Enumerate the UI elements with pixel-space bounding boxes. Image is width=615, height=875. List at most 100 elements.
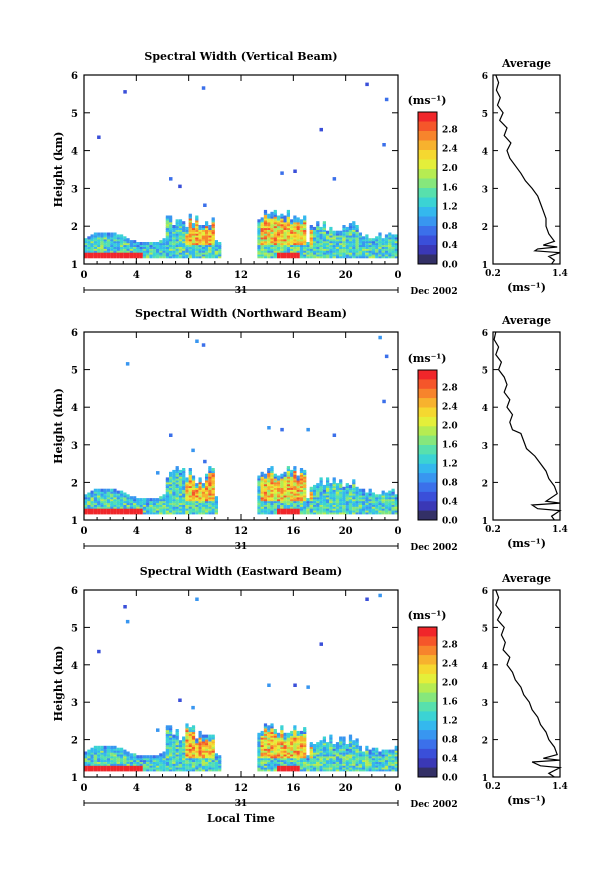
heatmap-cell xyxy=(257,496,261,500)
heatmap-cell xyxy=(339,247,343,251)
heatmap-cell xyxy=(277,740,281,744)
heatmap-cell xyxy=(84,509,88,513)
heatmap-cell xyxy=(332,498,336,502)
heatmap-cell xyxy=(358,747,362,751)
heatmap-cell xyxy=(306,511,310,515)
heatmap-cell xyxy=(293,505,297,509)
heatmap-cell xyxy=(345,745,349,749)
colorbar-swatch xyxy=(418,245,437,255)
heatmap-cell xyxy=(175,232,179,236)
heatmap-cell xyxy=(208,251,212,255)
heatmap-cell xyxy=(371,747,375,751)
heatmap-cell xyxy=(286,247,290,251)
heatmap-cell xyxy=(348,253,353,257)
heatmap-cell xyxy=(391,253,395,257)
heatmap-cell xyxy=(273,209,277,213)
heatmap-cell xyxy=(156,245,160,249)
heatmap-cell xyxy=(182,757,186,761)
heatmap-cell xyxy=(267,732,271,736)
heatmap-cell xyxy=(371,243,375,247)
heatmap-cell xyxy=(257,766,261,770)
heatmap-cell xyxy=(332,488,336,492)
heatmap-cell xyxy=(113,749,117,753)
heatmap-cell xyxy=(270,751,274,755)
heatmap-cell xyxy=(211,469,215,473)
heatmap-cell xyxy=(263,473,268,477)
heatmap-cell xyxy=(388,755,392,759)
heatmap-cell xyxy=(270,228,274,232)
heatmap-cell xyxy=(188,483,192,487)
heatmap xyxy=(84,593,398,772)
heatmap-cell xyxy=(319,483,323,487)
heatmap-cell xyxy=(113,498,117,502)
heatmap-cell xyxy=(87,749,91,753)
heatmap-cell xyxy=(100,501,104,505)
heatmap-cell xyxy=(345,228,349,232)
heatmap-cell xyxy=(378,751,382,755)
colorbar: (ms⁻¹)2.82.42.01.61.20.80.40.0 xyxy=(408,94,458,270)
heatmap-cell xyxy=(342,232,346,236)
colorbar-frame xyxy=(417,369,438,521)
heatmap-cell xyxy=(290,511,294,515)
heatmap-cell xyxy=(309,498,313,502)
heatmap-cell xyxy=(142,242,147,246)
heatmap-cell xyxy=(116,234,120,238)
heatmap-cell xyxy=(290,768,294,772)
heatmap-cell xyxy=(201,500,205,504)
heatmap-cell xyxy=(394,253,398,257)
heatmap-cell xyxy=(201,247,205,251)
heatmap-cell xyxy=(342,238,346,242)
heatmap-cell xyxy=(358,500,362,504)
heatmap-cell xyxy=(342,228,346,232)
heatmap-cell xyxy=(103,509,107,513)
heatmap-cell xyxy=(90,768,94,772)
heatmap-cell xyxy=(195,492,199,496)
heatmap-cell xyxy=(277,253,281,257)
heatmap-cell xyxy=(211,494,215,498)
heatmap-cell xyxy=(293,734,297,738)
heatmap-cell xyxy=(283,494,287,498)
heatmap-cell xyxy=(273,730,277,734)
heatmap-cell xyxy=(371,501,375,505)
heatmap-cell xyxy=(175,251,179,255)
heatmap-cell xyxy=(368,749,372,753)
heatmap-cell xyxy=(116,747,120,751)
heatmap-cell xyxy=(146,242,150,246)
heatmap-cell xyxy=(191,223,196,227)
heatmap-cell xyxy=(381,753,385,757)
heatmap-cell xyxy=(290,755,294,759)
heatmap-cell xyxy=(191,255,196,259)
heatmap-cell xyxy=(113,245,117,249)
heatmap-cell xyxy=(365,511,369,515)
heatmap-cell xyxy=(299,747,304,751)
colorbar-swatch xyxy=(418,673,437,684)
heatmap-cell xyxy=(332,251,336,255)
heatmap-cell xyxy=(391,234,395,238)
heatmap-cell xyxy=(120,749,124,753)
heatmap-cell xyxy=(257,500,261,504)
heatmap-cell xyxy=(277,496,281,500)
heatmap-cell xyxy=(384,753,389,757)
heatmap-cell xyxy=(191,742,196,746)
heatmap-cell xyxy=(267,242,271,246)
heatmap-cell xyxy=(319,753,323,757)
heatmap-cell xyxy=(306,242,310,246)
heatmap-cell xyxy=(277,751,281,755)
heatmap-cell xyxy=(332,509,336,513)
heatmap-cell xyxy=(182,507,186,511)
heatmap-cell xyxy=(342,511,346,515)
heatmap-cell xyxy=(257,760,261,764)
heatmap-cell xyxy=(339,760,343,764)
heatmap-cell xyxy=(290,479,294,483)
heatmap-cell xyxy=(211,247,215,251)
heatmap-cell xyxy=(172,471,176,475)
heatmap-cell xyxy=(270,249,274,253)
heatmap-cell xyxy=(214,251,218,255)
heatmap-cell xyxy=(296,740,300,744)
heatmap-cell xyxy=(296,734,300,738)
heatmap-cell xyxy=(159,243,163,247)
heatmap-cell xyxy=(277,475,281,479)
x-tick-label: 0 xyxy=(81,526,88,537)
heatmap-cell xyxy=(126,760,130,764)
heatmap-cell xyxy=(303,247,307,251)
